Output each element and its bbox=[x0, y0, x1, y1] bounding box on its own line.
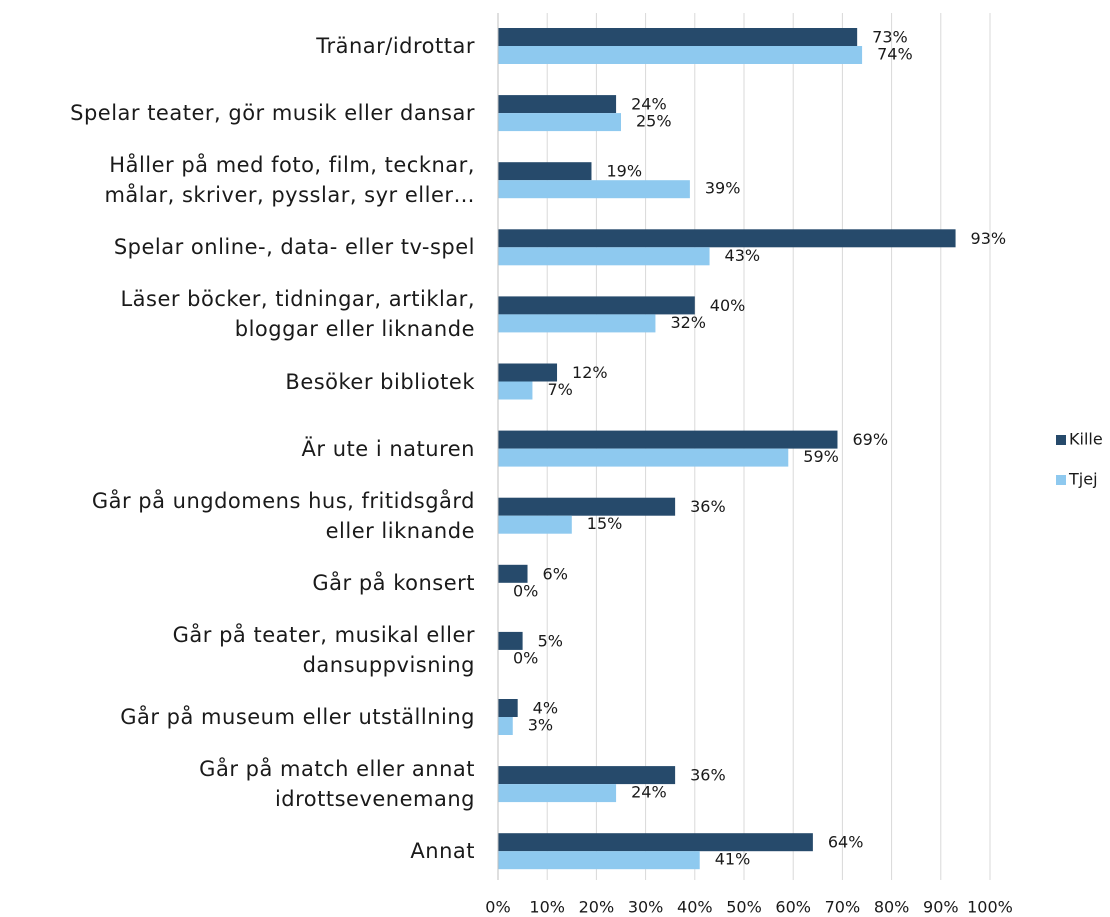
value-label: 5% bbox=[538, 631, 563, 650]
value-label: 0% bbox=[513, 648, 538, 667]
value-label: 59% bbox=[803, 447, 839, 466]
category-label: Tränar/idrottar bbox=[316, 34, 475, 58]
value-label: 4% bbox=[533, 699, 558, 718]
bar bbox=[498, 430, 838, 449]
value-label: 73% bbox=[872, 28, 908, 47]
bar bbox=[498, 448, 789, 467]
category-label-box: Går på ungdomens hus, fritidsgård eller … bbox=[0, 482, 475, 549]
x-tick-label: 70% bbox=[825, 898, 861, 917]
category-label: Går på konsert bbox=[312, 570, 475, 595]
bar bbox=[498, 296, 695, 315]
x-tick-label: 40% bbox=[677, 898, 713, 917]
category-label-box: Håller på med foto, film, tecknar, målar… bbox=[0, 147, 475, 214]
category-label: Går på match eller annat idrottseveneman… bbox=[199, 757, 475, 812]
legend-label: Kille bbox=[1069, 430, 1103, 449]
bar bbox=[498, 113, 621, 132]
category-label-box: Går på match eller annat idrottseveneman… bbox=[0, 751, 475, 818]
value-label: 39% bbox=[705, 179, 741, 198]
legend-swatch bbox=[1056, 435, 1066, 445]
category-label-box: Tränar/idrottar bbox=[0, 13, 475, 80]
category-label-box: Går på museum eller utställning bbox=[0, 684, 475, 751]
category-label: Håller på med foto, film, tecknar, målar… bbox=[104, 153, 475, 208]
bar bbox=[498, 717, 513, 735]
bar bbox=[498, 46, 863, 64]
legend-swatch bbox=[1056, 475, 1066, 485]
category-label-box: Går på konsert bbox=[0, 549, 475, 616]
bar bbox=[498, 95, 617, 114]
value-label: 3% bbox=[528, 716, 553, 735]
x-tick-label: 50% bbox=[726, 898, 762, 917]
category-label: Går på museum eller utställning bbox=[120, 705, 475, 729]
bar bbox=[498, 766, 676, 785]
bar bbox=[498, 363, 558, 382]
value-label: 36% bbox=[690, 766, 726, 785]
x-tick-label: 60% bbox=[775, 898, 811, 917]
category-label-box: Går på teater, musikal eller dansuppvisn… bbox=[0, 616, 475, 683]
bar bbox=[498, 162, 592, 181]
value-label: 74% bbox=[877, 45, 913, 64]
category-label-box: Annat bbox=[0, 818, 475, 885]
x-tick-label: 0% bbox=[485, 898, 510, 917]
bar bbox=[498, 699, 518, 717]
value-label: 0% bbox=[513, 581, 538, 600]
bar bbox=[498, 497, 676, 516]
category-label-box: Läser böcker, tidningar, artiklar, blogg… bbox=[0, 281, 475, 348]
bar bbox=[498, 564, 528, 583]
value-label: 24% bbox=[631, 95, 667, 114]
bar bbox=[498, 180, 690, 199]
legend-label: Tjej bbox=[1068, 470, 1098, 489]
x-tick-label: 80% bbox=[874, 898, 910, 917]
value-label: 36% bbox=[690, 497, 726, 516]
value-label: 32% bbox=[670, 313, 706, 332]
category-label: Spelar online-, data- eller tv-spel bbox=[113, 235, 475, 260]
value-label: 41% bbox=[715, 850, 751, 869]
bar bbox=[498, 247, 710, 266]
category-label: Besöker bibliotek bbox=[285, 369, 475, 394]
value-label: 6% bbox=[543, 564, 568, 583]
value-label: 93% bbox=[971, 229, 1007, 248]
value-label: 25% bbox=[636, 112, 672, 131]
category-label: Går på teater, musikal eller dansuppvisn… bbox=[172, 622, 475, 677]
x-tick-label: 90% bbox=[923, 898, 959, 917]
category-label: Är ute i naturen bbox=[301, 436, 475, 461]
bar bbox=[498, 833, 813, 852]
value-label: 15% bbox=[587, 514, 623, 533]
bar bbox=[498, 314, 656, 333]
x-tick-label: 10% bbox=[529, 898, 565, 917]
category-label: Läser böcker, tidningar, artiklar, blogg… bbox=[120, 287, 475, 342]
category-label-box: Är ute i naturen bbox=[0, 415, 475, 482]
bar bbox=[498, 784, 617, 803]
value-label: 19% bbox=[606, 162, 642, 181]
value-label: 7% bbox=[547, 380, 572, 399]
bar bbox=[498, 28, 858, 46]
category-label: Annat bbox=[410, 839, 475, 864]
x-tick-label: 100% bbox=[967, 898, 1013, 917]
value-label: 43% bbox=[725, 246, 761, 265]
bar bbox=[498, 381, 533, 400]
category-label: Spelar teater, gör musik eller dansar bbox=[70, 101, 475, 126]
bar bbox=[498, 515, 572, 534]
bar bbox=[498, 851, 700, 870]
x-tick-label: 20% bbox=[579, 898, 615, 917]
category-label: Går på ungdomens hus, fritidsgård eller … bbox=[91, 488, 475, 543]
category-label-box: Besöker bibliotek bbox=[0, 348, 475, 415]
bar bbox=[498, 631, 523, 650]
category-label-box: Spelar online-, data- eller tv-spel bbox=[0, 214, 475, 281]
x-tick-label: 30% bbox=[628, 898, 664, 917]
category-label-box: Spelar teater, gör musik eller dansar bbox=[0, 80, 475, 147]
bar bbox=[498, 229, 956, 248]
value-label: 64% bbox=[828, 833, 864, 852]
value-label: 12% bbox=[572, 363, 608, 382]
value-label: 69% bbox=[852, 430, 888, 449]
value-label: 24% bbox=[631, 783, 667, 802]
value-label: 40% bbox=[710, 296, 746, 315]
